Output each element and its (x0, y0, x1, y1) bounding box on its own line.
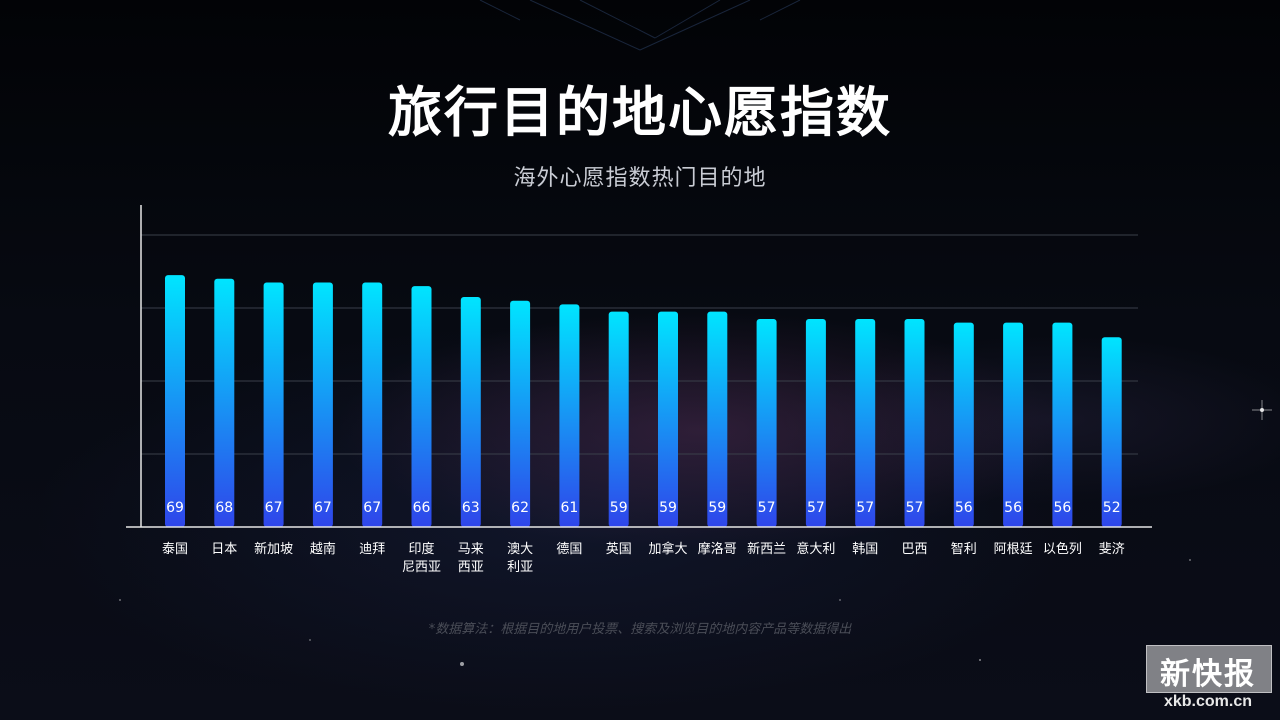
data-label: 59 (708, 500, 726, 516)
data-label: 61 (560, 500, 578, 516)
category-label: 巴西 (901, 542, 927, 557)
data-label: 67 (314, 500, 332, 516)
footnote: *数据算法：根据目的地用户投票、搜索及浏览目的地内容产品等数据得出 (428, 622, 852, 637)
watermark-logo (1146, 645, 1272, 693)
category-label: 泰国 (162, 542, 188, 557)
bar-巴西 (904, 318, 925, 527)
data-label: 62 (511, 500, 529, 516)
category-label: 利亚 (507, 560, 533, 575)
category-label: 印度 (408, 541, 434, 557)
bar-意大利 (805, 318, 826, 527)
bar-新西兰 (756, 318, 777, 527)
bar-印度尼西亚 (411, 286, 432, 527)
bar-斐济 (1101, 337, 1122, 527)
bar-韩国 (855, 318, 876, 527)
category-label: 马来 (458, 542, 484, 557)
watermark: 新快报 xkb.com.cn (1146, 645, 1272, 715)
category-label: 智利 (951, 542, 977, 557)
watermark-url: xkb.com.cn (1163, 693, 1253, 710)
bar-智利 (953, 322, 974, 527)
category-label: 摩洛哥 (698, 541, 737, 557)
bar-迪拜 (362, 282, 383, 527)
category-label: 新西兰 (747, 541, 786, 557)
page-title: 旅行目的地心愿指数 (388, 81, 892, 144)
bar-泰国 (165, 275, 185, 527)
category-label: 尼西亚 (402, 560, 441, 575)
category-label: 意大利 (796, 541, 835, 557)
category-label: 澳大 (507, 541, 533, 557)
category-label: 阿根廷 (994, 542, 1033, 557)
bars (165, 275, 1122, 527)
data-label: 59 (659, 500, 677, 516)
category-label: 越南 (310, 541, 336, 557)
data-label: 57 (906, 500, 924, 516)
bar-新加坡 (263, 282, 284, 527)
data-label: 56 (1004, 500, 1022, 516)
bar-马来西亚 (460, 297, 481, 527)
bar-以色列 (1052, 322, 1073, 527)
category-label: 日本 (211, 542, 237, 557)
gridlines (141, 234, 1138, 455)
data-label: 63 (462, 500, 480, 516)
axes (126, 205, 1152, 528)
bar-日本 (214, 278, 235, 527)
data-label: 57 (807, 500, 825, 516)
bar-加拿大 (658, 311, 678, 527)
data-label: 56 (955, 500, 973, 516)
data-label: 67 (363, 500, 381, 516)
bar-澳大利亚 (510, 300, 531, 527)
data-label: 57 (856, 500, 874, 516)
data-label: 56 (1053, 500, 1071, 516)
category-label: 加拿大 (648, 541, 687, 557)
bar-越南 (312, 282, 333, 527)
category-label: 迪拜 (359, 542, 385, 557)
category-label: 韩国 (852, 542, 878, 557)
category-label: 西亚 (458, 560, 484, 575)
data-label: 59 (610, 500, 628, 516)
data-label: 66 (413, 500, 431, 516)
category-label: 以色列 (1043, 541, 1082, 557)
category-label: 新加坡 (254, 541, 293, 557)
watermark-name: 新快报 (1160, 657, 1256, 692)
bar-阿根廷 (1003, 322, 1024, 527)
data-label: 68 (215, 500, 233, 516)
category-label: 斐济 (1099, 542, 1125, 557)
category-label: 德国 (556, 542, 582, 557)
category-label: 英国 (606, 542, 632, 557)
data-label: 69 (166, 500, 184, 516)
bar-德国 (559, 304, 580, 527)
bar-摩洛哥 (707, 311, 728, 527)
bar-英国 (608, 311, 629, 527)
page-subtitle: 海外心愿指数热门目的地 (513, 166, 767, 191)
data-label: 67 (265, 500, 283, 516)
data-label: 52 (1103, 500, 1121, 516)
data-label: 57 (758, 500, 776, 516)
